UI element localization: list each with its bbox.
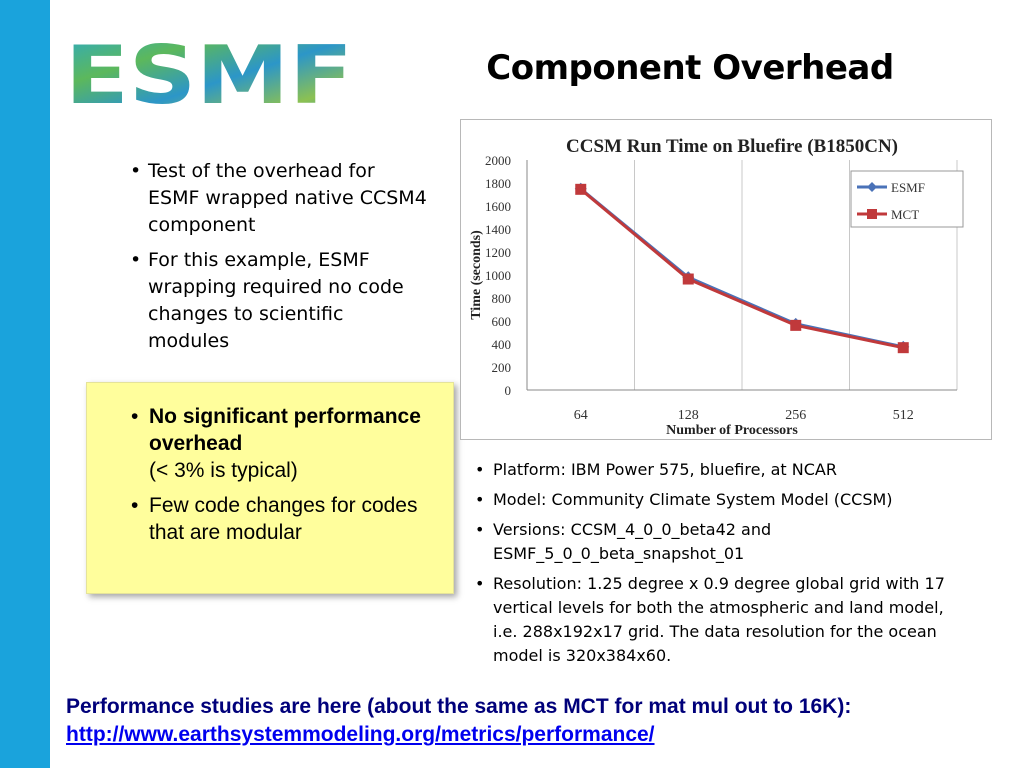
right-bullet-item: Model: Community Climate System Model (C… [473, 488, 973, 512]
slide-title: Component Overhead [486, 48, 894, 88]
legend-marker-mct [867, 209, 877, 219]
highlight-bullet-item: No significant performance overhead (< 3… [129, 403, 429, 484]
data-point-mct [790, 319, 802, 331]
data-point-mct [897, 342, 909, 354]
x-axis-label: Number of Processors [666, 423, 798, 438]
y-tick-label: 400 [492, 337, 512, 352]
highlight-sub-text: (< 3% is typical) [149, 459, 298, 482]
y-tick-label: 200 [492, 360, 512, 375]
y-tick-label: 800 [492, 291, 512, 306]
highlight-bullet-list: No significant performance overhead (< 3… [129, 403, 429, 554]
svg-text:ESMF: ESMF [65, 40, 353, 108]
chart-title: CCSM Run Time on Bluefire (B1850CN) [566, 136, 898, 157]
left-bullet-list: Test of the overhead for ESMF wrapped na… [128, 158, 428, 363]
chart-frame: CCSM Run Time on Bluefire (B1850CN) 0 200 4… [460, 119, 992, 440]
performance-link[interactable]: http://www.earthsystemmodeling.org/metri… [66, 723, 655, 746]
left-bullet-item: Test of the overhead for ESMF wrapped na… [128, 158, 428, 239]
highlight-callout: No significant performance overhead (< 3… [86, 382, 454, 594]
series-line-mct [579, 188, 904, 350]
esmf-logo: ESMF [65, 40, 353, 108]
run-time-chart: CCSM Run Time on Bluefire (B1850CN) 0 200 4… [469, 136, 964, 438]
x-tick-label: 128 [678, 408, 699, 423]
y-tick-label: 1600 [485, 199, 511, 214]
x-tick-label: 64 [574, 408, 588, 423]
legend-label: ESMF [891, 180, 925, 195]
right-bullet-item: Platform: IBM Power 575, bluefire, at NC… [473, 458, 973, 482]
side-accent-bar [0, 0, 50, 768]
data-point-mct [682, 273, 694, 285]
y-tick-label: 2000 [485, 153, 511, 168]
y-tick-label: 1400 [485, 222, 511, 237]
legend-marker-esmf [867, 182, 877, 192]
y-tick-label: 600 [492, 314, 512, 329]
left-bullet-item: For this example, ESMF wrapping required… [128, 247, 428, 355]
right-bullet-item: Versions: CCSM_4_0_0_beta42 and ESMF_5_0… [473, 518, 973, 566]
y-tick-label: 1200 [485, 245, 511, 260]
highlight-strong-text: No significant performance overhead [149, 405, 421, 455]
y-axis-label: Time (seconds) [469, 230, 484, 320]
y-tick-label: 0 [505, 383, 512, 398]
data-point-mct [575, 183, 587, 195]
y-tick-label: 1800 [485, 176, 511, 191]
y-tick-label: 1000 [485, 268, 511, 283]
x-tick-label: 512 [893, 408, 914, 423]
right-bullet-list: Platform: IBM Power 575, bluefire, at NC… [473, 458, 973, 674]
x-tick-label: 256 [785, 408, 806, 423]
legend-label: MCT [891, 207, 919, 222]
footer-text: Performance studies are here (about the … [66, 695, 852, 718]
right-bullet-item: Resolution: 1.25 degree x 0.9 degree glo… [473, 572, 973, 668]
highlight-bullet-item: Few code changes for codes that are modu… [129, 492, 429, 546]
